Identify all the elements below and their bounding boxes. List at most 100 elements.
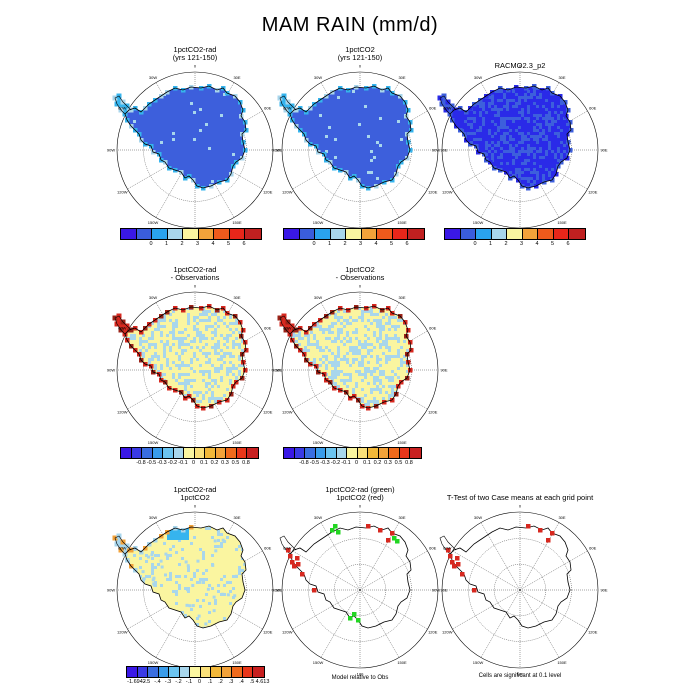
svg-text:90W: 90W	[272, 588, 280, 593]
svg-text:30E: 30E	[558, 515, 565, 520]
svg-text:30E: 30E	[398, 515, 405, 520]
colorbar-box	[392, 229, 408, 239]
colorbar-box	[167, 229, 183, 239]
svg-text:0: 0	[359, 284, 362, 289]
colorbar-tick-label: 0	[191, 460, 196, 466]
svg-text:90E: 90E	[600, 588, 607, 593]
svg-text:0: 0	[194, 504, 197, 509]
colorbar-box	[131, 448, 142, 458]
colorbar-tick-label: -.1	[185, 679, 193, 685]
longitude-labels: 0 30E 60E 90E 120E 150E 180 150W 120W 90W 60W 30W	[432, 504, 608, 677]
colorbar-box	[215, 448, 226, 458]
colorbar-tick-label: -1.6942	[127, 679, 146, 685]
colorbar-tick-label: -0.1	[178, 460, 188, 466]
svg-text:120E: 120E	[588, 190, 598, 195]
colorbar-box	[184, 448, 195, 458]
panel-title-line-2: - Observations	[170, 273, 220, 282]
svg-text:150E: 150E	[232, 660, 242, 665]
svg-text:90E: 90E	[440, 148, 447, 153]
colorbar-ticks: -0.8 -0.5 -0.3 -0.2 -0.1 0 0.1 0.2 0.3 0.5 0.8	[283, 460, 420, 468]
panel-title: 1pctCO2-rad - Observations	[100, 266, 290, 282]
panel-title-line-2: - Observations	[335, 273, 385, 282]
colorbar-tick-label: 2	[504, 241, 508, 247]
colorbar-box	[553, 229, 569, 239]
colorbar-box	[460, 229, 476, 239]
colorbar-box	[569, 229, 585, 239]
panel-title: RACMO2.3_p2	[425, 62, 615, 70]
svg-text:120W: 120W	[117, 410, 128, 415]
svg-text:150W: 150W	[148, 660, 159, 665]
panel-title: T-Test of two Case means at each grid po…	[425, 494, 615, 502]
svg-text:90W: 90W	[432, 588, 440, 593]
svg-text:60E: 60E	[429, 546, 436, 551]
colorbar-tick-label: .1	[207, 679, 213, 685]
panel-title-line-1: 1pctCO2-rad	[173, 265, 217, 274]
significance-markers	[446, 524, 555, 593]
colorbar-tick-label: 6	[405, 241, 409, 247]
colorbar-tick-label: 6	[242, 241, 246, 247]
colorbar-tick-label: -0.5	[309, 460, 320, 466]
colorbar-box	[315, 448, 326, 458]
svg-text:60E: 60E	[264, 326, 271, 331]
svg-text:90W: 90W	[107, 588, 115, 593]
svg-text:90E: 90E	[275, 588, 282, 593]
colorbar-box	[229, 229, 245, 239]
colorbar-tick-label: -.4	[154, 679, 161, 685]
colorbar-box	[163, 448, 174, 458]
landmass	[277, 304, 414, 411]
colorbar-tick-label: 0	[197, 679, 202, 685]
colorbar-tick-label: 1	[164, 241, 169, 247]
colorbar-box	[137, 667, 148, 677]
figure-title: MAM RAIN (mm/d)	[261, 14, 439, 36]
colorbar-box	[247, 448, 258, 458]
colorbar-ticks: 0 1 2 3 4 5 6	[283, 241, 423, 249]
colorbar-box	[136, 229, 152, 239]
longitude-labels: 0 30E 60E 90E 120E 150E 180 150W 120W 90W 60W 30W	[272, 504, 448, 677]
svg-text:60W: 60W	[283, 106, 291, 111]
svg-text:150W: 150W	[148, 440, 159, 445]
colorbar-tick-label: -0.3	[157, 460, 167, 466]
svg-text:30E: 30E	[233, 515, 240, 520]
svg-text:150W: 150W	[313, 660, 324, 665]
svg-text:150E: 150E	[397, 220, 407, 225]
colorbar-box	[357, 448, 368, 458]
svg-text:90W: 90W	[432, 148, 440, 153]
colorbar-box	[190, 667, 201, 677]
svg-text:30W: 30W	[474, 515, 482, 520]
panel-title-line-1: 1pctCO2-rad (green)	[325, 485, 395, 494]
landmass	[437, 84, 574, 191]
colorbar-boxes	[283, 447, 422, 459]
colorbar-tick-label: -0.8	[136, 460, 146, 466]
colorbar-tick-label: -0.3	[320, 460, 330, 466]
colorbar-box	[522, 229, 538, 239]
colorbar-tick-label: 0.2	[210, 460, 219, 466]
svg-text:120W: 120W	[282, 190, 293, 195]
graticule	[441, 511, 599, 669]
colorbar-tick-label: 0.8	[242, 460, 250, 466]
panel-title-line-2: (yrs 121-150)	[172, 53, 218, 62]
svg-text:120E: 120E	[263, 190, 273, 195]
svg-text:60W: 60W	[118, 106, 126, 111]
colorbar-box	[169, 667, 180, 677]
svg-text:0: 0	[194, 284, 197, 289]
svg-text:60W: 60W	[118, 326, 126, 331]
svg-text:60W: 60W	[118, 546, 126, 551]
colorbar-box	[347, 448, 358, 458]
svg-text:90E: 90E	[275, 368, 282, 373]
colorbar-box	[538, 229, 554, 239]
panel-title-line-2: (yrs 121-150)	[337, 53, 383, 62]
svg-text:150E: 150E	[557, 660, 567, 665]
svg-text:120E: 120E	[263, 630, 273, 635]
svg-text:60W: 60W	[283, 326, 291, 331]
svg-text:150E: 150E	[397, 440, 407, 445]
colorbar-box	[378, 448, 389, 458]
panel-title: 1pctCO2 - Observations	[265, 266, 455, 282]
svg-text:60E: 60E	[589, 546, 596, 551]
colorbar-tick-label: 0.5	[231, 460, 240, 466]
colorbar-tick-label: 3	[358, 241, 363, 247]
svg-text:0: 0	[519, 504, 522, 509]
colorbar-box	[200, 667, 211, 677]
